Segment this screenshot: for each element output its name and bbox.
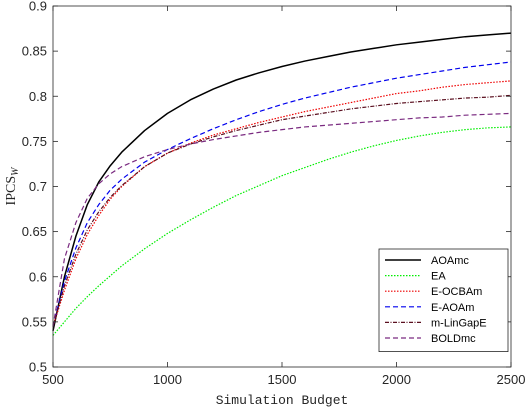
series-line-m-lingape	[52, 94, 512, 327]
x-tick-label: 500	[42, 372, 64, 387]
series-lines	[52, 32, 512, 336]
y-axis-label-main: IPCS	[4, 176, 19, 206]
x-tick-label: 1000	[153, 372, 182, 387]
y-tick-label: 0.6	[29, 269, 47, 284]
series-line-e-ocbam	[52, 80, 512, 327]
y-tick-label: 0.75	[22, 134, 47, 149]
y-tick-label: 0.8	[29, 89, 47, 104]
legend-label: AOAmc	[431, 255, 469, 267]
legend: AOAmc EA E-OCBAm E-AOAm m-LinGapE BOLDmc	[378, 248, 509, 352]
y-tick-label: 0.9	[29, 0, 47, 14]
x-tick-label: 1500	[268, 372, 297, 387]
x-tick-label: 2500	[497, 372, 526, 387]
y-axis-label-subscript: W	[10, 166, 21, 176]
legend-label: m-LinGapE	[431, 317, 487, 329]
y-tick-label: 0.7	[29, 179, 47, 194]
x-axis-label: Simulation Budget	[216, 393, 349, 408]
legend-box	[378, 248, 509, 352]
legend-label: BOLDmc	[431, 333, 476, 345]
y-tick-label: 0.55	[22, 314, 47, 329]
y-axis-label: IPCSW	[4, 166, 21, 206]
series-line-ea	[52, 126, 512, 336]
y-tick-label: 0.65	[22, 224, 47, 239]
axis-ticks: 500 1000 1500 2000 2500 0.5 0.55 0.6 0.65 0.7 0.75…	[22, 0, 526, 387]
series-line-boldmc	[52, 112, 512, 327]
legend-label: E-OCBAm	[431, 286, 482, 298]
series-line-aoamc	[52, 32, 512, 332]
y-tick-label: 0.5	[29, 360, 47, 375]
x-tick-label: 2000	[382, 372, 411, 387]
y-tick-label: 0.85	[22, 44, 47, 59]
legend-label: EA	[431, 271, 446, 283]
series-line-e-aoam	[52, 61, 512, 327]
legend-label: E-AOAm	[431, 302, 474, 314]
